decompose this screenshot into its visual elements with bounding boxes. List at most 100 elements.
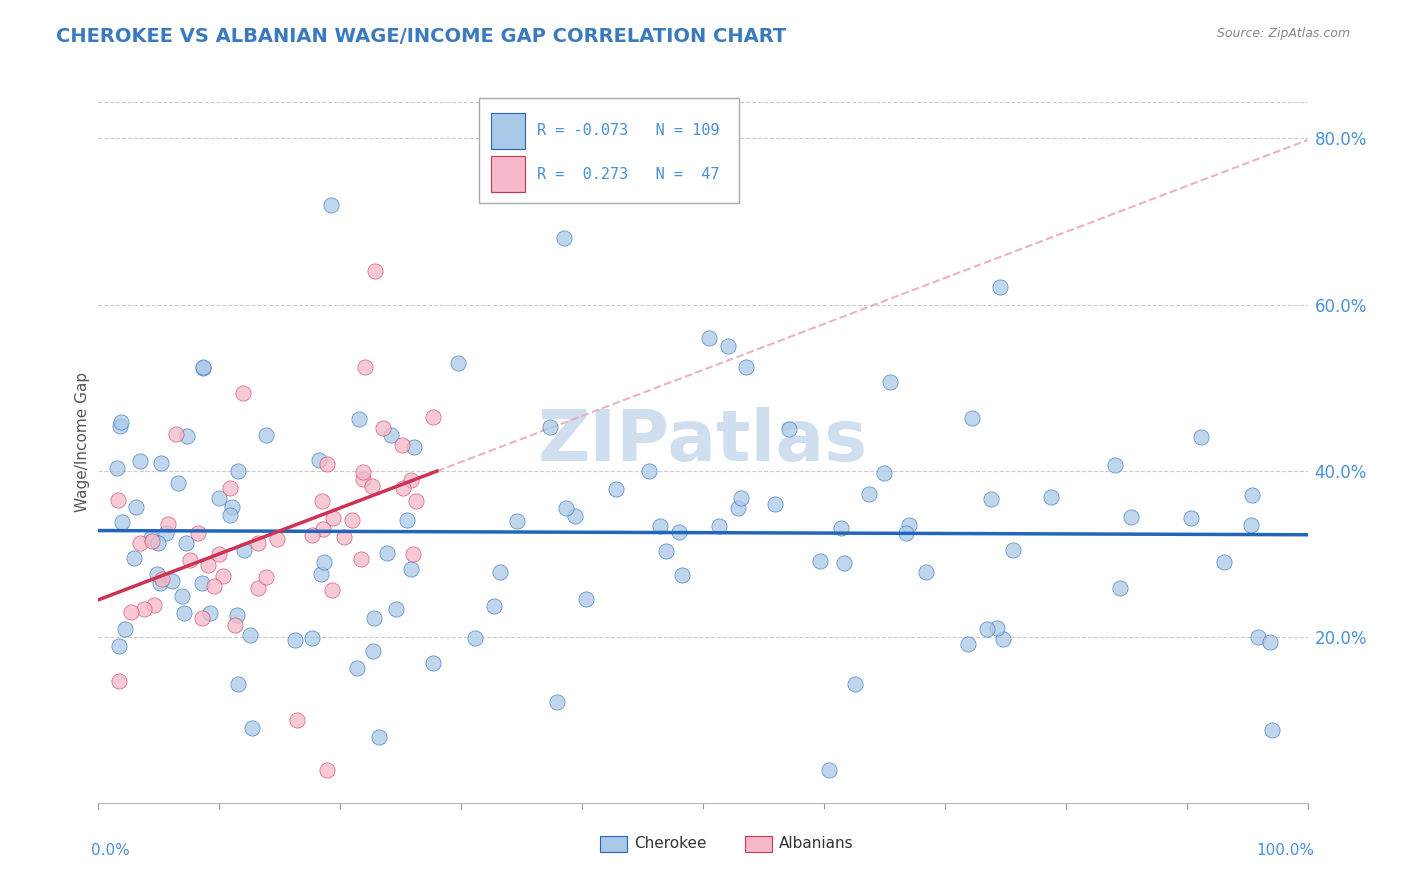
Point: [818, 763, 841, 777]
Point: [1189, 430, 1212, 444]
Point: [132, 601, 155, 615]
Point: [391, 438, 413, 452]
Point: [1261, 723, 1284, 737]
Point: [380, 428, 402, 442]
Point: [284, 632, 307, 647]
Point: [129, 454, 152, 468]
Point: [125, 500, 148, 515]
Point: [208, 491, 231, 505]
Point: [340, 513, 363, 527]
Point: [146, 536, 169, 550]
Point: [830, 521, 852, 535]
Point: [226, 608, 249, 623]
Point: [956, 637, 979, 651]
Point: [114, 622, 136, 636]
Point: [1180, 511, 1202, 525]
Point: [191, 611, 214, 625]
Point: [505, 514, 527, 528]
Point: [896, 525, 918, 540]
Point: [778, 422, 800, 436]
Point: [363, 611, 385, 625]
Point: [575, 591, 598, 606]
Point: [385, 602, 408, 616]
Point: [321, 582, 343, 597]
Point: [346, 661, 368, 675]
Point: [897, 518, 920, 533]
Point: [352, 472, 374, 486]
Point: [564, 509, 586, 524]
Point: [371, 421, 394, 435]
Point: [489, 565, 512, 579]
Point: [197, 558, 219, 572]
Text: Source: ZipAtlas.com: Source: ZipAtlas.com: [1216, 27, 1350, 40]
Point: [219, 481, 242, 495]
Point: [143, 598, 166, 612]
Bar: [492, 156, 526, 193]
Point: [208, 547, 231, 561]
Point: [155, 526, 177, 541]
Point: [717, 339, 740, 353]
Point: [254, 570, 277, 584]
Point: [191, 360, 214, 375]
Point: [191, 360, 214, 375]
Point: [219, 508, 242, 522]
Point: [391, 481, 413, 495]
Bar: [745, 836, 772, 852]
Text: ZIPatlas: ZIPatlas: [538, 407, 868, 476]
Point: [735, 359, 758, 374]
Point: [405, 493, 427, 508]
Point: [173, 606, 195, 620]
Point: [914, 565, 936, 579]
Point: [404, 440, 426, 454]
Point: [648, 518, 671, 533]
Point: [976, 623, 998, 637]
Point: [202, 579, 225, 593]
Text: 0.0%: 0.0%: [91, 843, 131, 858]
Point: [308, 453, 330, 467]
Point: [396, 513, 419, 527]
Point: [638, 464, 661, 478]
Point: [879, 375, 901, 389]
Point: [232, 386, 254, 401]
Point: [352, 465, 374, 479]
Point: [111, 516, 134, 530]
Point: [179, 553, 201, 567]
Point: [322, 510, 344, 524]
Point: [464, 631, 486, 645]
Point: [447, 356, 470, 370]
Point: [844, 677, 866, 691]
Point: [730, 491, 752, 505]
Point: [333, 530, 356, 544]
Point: [858, 486, 880, 500]
Point: [247, 536, 270, 550]
Point: [108, 640, 131, 654]
Point: [727, 501, 749, 516]
Point: [350, 552, 373, 566]
Point: [986, 621, 1008, 635]
Point: [1247, 630, 1270, 644]
Text: 100.0%: 100.0%: [1257, 843, 1315, 858]
Point: [149, 576, 172, 591]
Point: [873, 467, 896, 481]
Point: [960, 411, 983, 425]
Point: [120, 605, 142, 619]
Point: [655, 543, 678, 558]
Bar: [492, 112, 526, 149]
Point: [1121, 509, 1143, 524]
Point: [128, 536, 150, 550]
Point: [239, 628, 262, 642]
Point: [165, 427, 187, 442]
Point: [157, 516, 180, 531]
Point: [174, 536, 197, 550]
Point: [991, 632, 1014, 647]
Point: [266, 533, 288, 547]
Point: [363, 644, 385, 658]
Text: Cherokee: Cherokee: [634, 837, 707, 852]
Point: [668, 525, 690, 540]
Point: [309, 566, 332, 581]
Text: R = -0.073   N = 109: R = -0.073 N = 109: [537, 123, 720, 138]
Point: [110, 415, 132, 429]
Text: R =  0.273   N =  47: R = 0.273 N = 47: [537, 167, 720, 182]
Point: [167, 476, 190, 491]
Point: [347, 411, 370, 425]
